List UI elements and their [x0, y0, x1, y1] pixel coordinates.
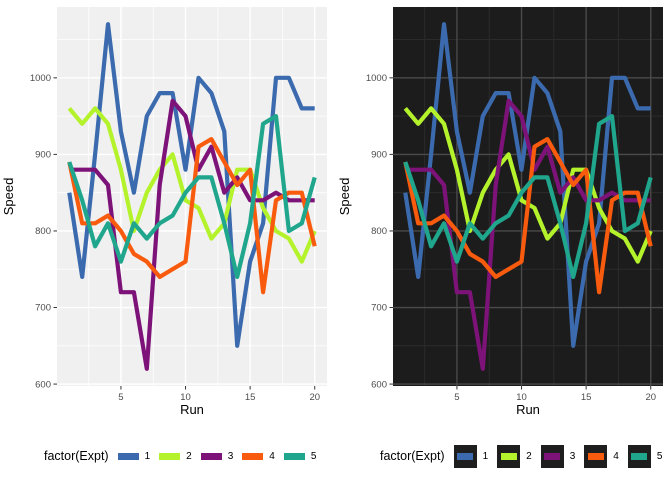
legend-key-line: [544, 452, 561, 460]
legend-key-swatch: [584, 444, 608, 468]
legend-item-label: 1: [144, 450, 151, 462]
chart-light-canvas: 5 10 15 20 600 700 800 900 1000 Run Speed: [1, 7, 327, 417]
legend-item-2: 2: [159, 451, 192, 462]
legend-item-label: 2: [526, 450, 532, 462]
legend-key-swatch: [200, 451, 222, 461]
y-tick-label: 600: [371, 379, 387, 390]
figure-light-theme: 5 10 15 20 600 700 800 900 1000 Run Speed factor(E…: [0, 7, 336, 471]
y-tick-label: 800: [371, 226, 387, 237]
legend-item-5: 5: [283, 450, 317, 462]
legend-key-swatch: [117, 451, 139, 461]
series-line-3: [405, 98, 651, 371]
chart-dark-canvas: 5 10 15 20 600 700 800 900 1000 Run Speed: [337, 7, 663, 417]
y-tick-label: 700: [371, 303, 387, 314]
x-tick-label: 15: [581, 392, 592, 403]
y-tick-label: 900: [371, 150, 387, 161]
legend-item-label: 1: [482, 450, 489, 462]
figure-dark-theme: 5 10 15 20 600 700 800 900 1000 Run Speed factor(E…: [336, 0, 672, 480]
series-line-1: [403, 22, 651, 348]
legend-dark: factor(Expt) 1 2 3 4 5: [336, 441, 672, 471]
y-tick-label: 900: [35, 150, 51, 161]
x-tick-label: 10: [180, 392, 191, 403]
legend-key-line: [500, 452, 517, 460]
legend-item-label: 3: [569, 450, 576, 462]
legend-item-label: 3: [227, 450, 234, 462]
legend-title: factor(Expt): [380, 449, 445, 463]
legend-key-line: [159, 452, 181, 460]
legend-item-4: 4: [242, 451, 275, 462]
legend-item-1: 1: [117, 450, 151, 462]
legend-item-5: 5: [627, 444, 663, 468]
x-tick-label: 10: [516, 392, 527, 403]
x-tick-label: 20: [309, 392, 320, 403]
x-tick-label: 20: [645, 392, 656, 403]
y-tick-label: 800: [35, 226, 51, 237]
legend-title: factor(Expt): [44, 449, 109, 463]
x-tick-label: 5: [118, 392, 123, 403]
legend-key-swatch: [497, 444, 521, 468]
y-tick-label: 700: [35, 303, 51, 314]
legend-key-line: [631, 452, 648, 460]
legend-item-label: 4: [269, 450, 275, 462]
legend-key-swatch: [159, 451, 181, 461]
series-line-1: [67, 22, 315, 348]
x-axis-title: Run: [516, 402, 540, 417]
series-line-5: [403, 113, 653, 279]
legend-item-2: 2: [497, 444, 532, 468]
legend-key-swatch: [540, 444, 564, 468]
legend-key-swatch: [242, 451, 264, 461]
legend-item-4: 4: [584, 444, 619, 468]
legend-key-swatch: [453, 444, 477, 468]
x-tick-label: 15: [245, 392, 256, 403]
legend-key-line: [200, 452, 222, 460]
series-line-5: [67, 113, 317, 279]
legend-key-swatch: [283, 451, 305, 461]
legend-items: 1 2 3 4 5: [453, 444, 672, 468]
legend-item-label: 5: [310, 450, 317, 462]
legend-key-line: [242, 452, 264, 460]
legend-item-3: 3: [200, 450, 234, 462]
legend-key-line: [587, 452, 604, 460]
y-tick-label: 1000: [366, 73, 387, 84]
legend-key-swatch: [627, 444, 651, 468]
legend-item-label: 4: [613, 450, 619, 462]
series-line-4: [403, 137, 653, 295]
y-axis-title: Speed: [337, 178, 352, 216]
legend-key-line: [283, 452, 305, 460]
legend-item-label: 2: [186, 450, 192, 462]
legend-light: factor(Expt) 1 2 3 4 5: [0, 441, 336, 471]
legend-item-label: 5: [656, 450, 663, 462]
y-tick-label: 600: [35, 379, 51, 390]
legend-key-line: [117, 452, 139, 460]
series-line-4: [67, 137, 317, 295]
y-tick-label: 1000: [30, 73, 51, 84]
x-axis-title: Run: [180, 402, 204, 417]
series-line-3: [69, 98, 315, 371]
legend-key-line: [457, 452, 474, 460]
legend-item-1: 1: [453, 444, 489, 468]
y-axis-title: Speed: [1, 178, 16, 216]
legend-items: 1 2 3 4 5: [117, 450, 326, 462]
x-tick-label: 5: [454, 392, 459, 403]
legend-item-3: 3: [540, 444, 576, 468]
